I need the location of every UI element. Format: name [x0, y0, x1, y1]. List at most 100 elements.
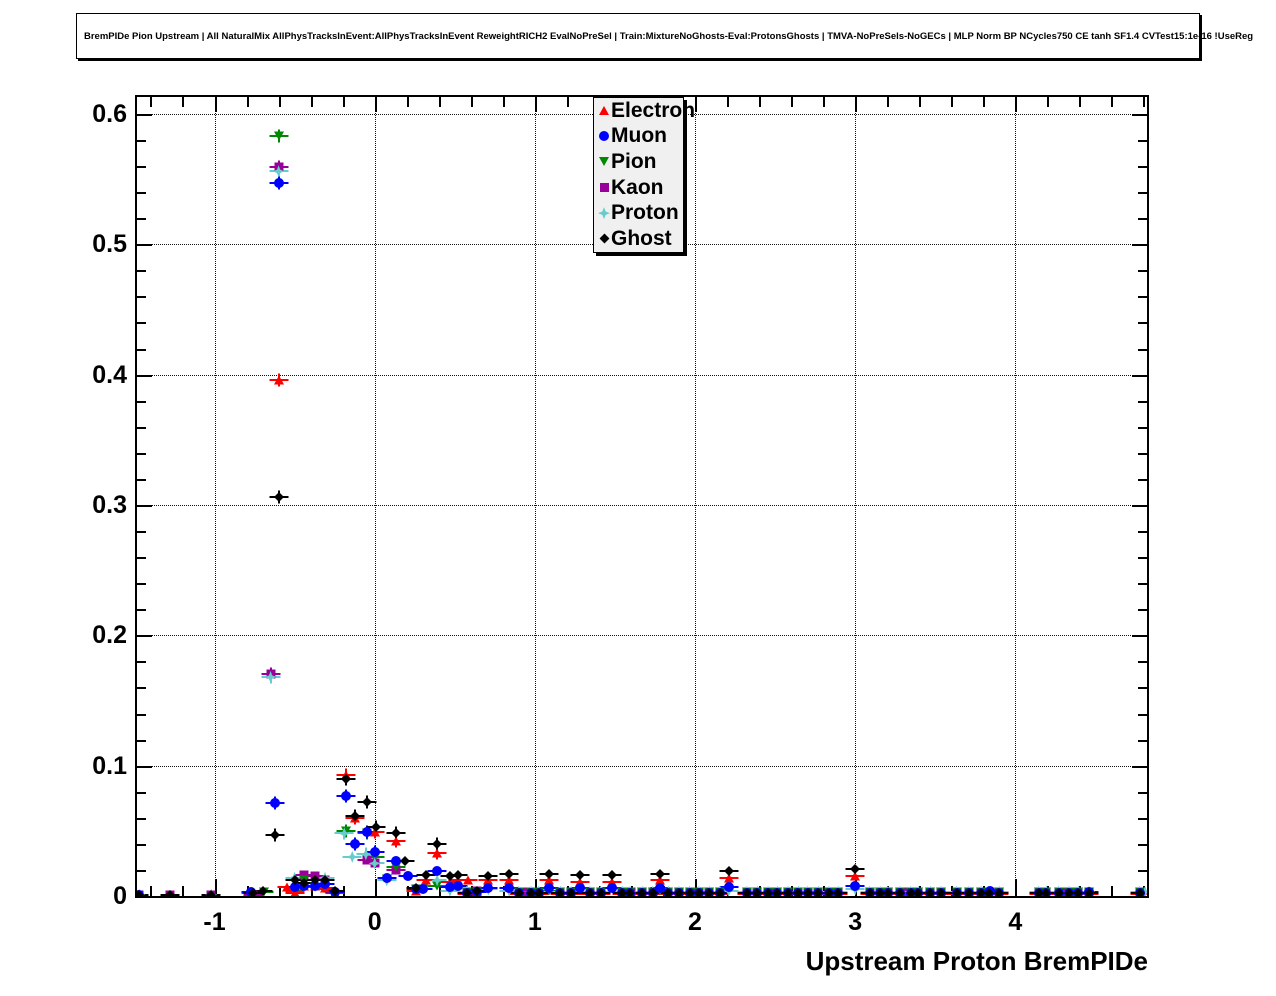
data-point-muon	[310, 880, 321, 891]
legend-entry: Ghost	[594, 226, 683, 252]
y-tick-right	[1138, 400, 1147, 403]
x-tick-top	[374, 97, 377, 112]
legend-marker-muon-icon	[597, 129, 611, 143]
y-tick-right	[1138, 348, 1147, 351]
gridline-vertical	[374, 97, 376, 896]
x-tick-top	[246, 97, 249, 107]
y-tick-right	[1132, 113, 1147, 116]
legend-label: Muon	[611, 124, 667, 148]
data-point-electron	[606, 877, 617, 887]
ghost-marker-icon	[599, 233, 609, 244]
x-tick-top	[791, 97, 794, 107]
y-tick-right	[1132, 374, 1147, 377]
gridline-vertical	[855, 97, 857, 896]
y-tick	[137, 192, 146, 195]
data-point-electron	[574, 877, 585, 887]
y-tick-label: 0	[113, 882, 127, 910]
y-tick-right	[1138, 843, 1147, 846]
gridline-vertical	[534, 97, 536, 896]
x-tick-top	[534, 97, 537, 112]
x-tick-top	[438, 97, 441, 107]
pion-marker-icon	[599, 157, 609, 167]
y-tick	[137, 557, 146, 560]
y-tick	[137, 869, 146, 872]
data-point-electron	[850, 871, 861, 881]
y-tick-label: 0.3	[92, 490, 127, 519]
x-tick	[1015, 879, 1018, 896]
legend-label: Ghost	[611, 226, 672, 250]
data-point-muon	[289, 881, 300, 892]
y-tick	[137, 635, 152, 638]
x-tick-label: 1	[527, 908, 542, 936]
x-tick-label: 0	[367, 908, 382, 936]
x-tick-top	[214, 97, 217, 112]
y-tick-label: 0.6	[92, 99, 127, 128]
y-tick	[137, 609, 146, 612]
data-point-electron	[391, 836, 402, 846]
muon-marker-icon	[599, 131, 609, 142]
legend-marker-electron-icon	[597, 104, 611, 118]
y-tick-right	[1138, 426, 1147, 429]
gridline-vertical	[695, 97, 696, 896]
x-tick	[278, 886, 281, 896]
data-point-muon	[452, 880, 463, 891]
x-tick-top	[342, 97, 345, 107]
y-tick-right	[1138, 713, 1147, 716]
data-point-muon	[273, 178, 284, 189]
x-tick-top	[1111, 97, 1114, 107]
data-point-muon	[361, 827, 372, 838]
data-point-muon	[391, 855, 402, 866]
x-tick-top	[1143, 97, 1146, 107]
x-tick-top	[951, 97, 954, 107]
y-tick-right	[1138, 791, 1147, 794]
data-point-electron	[444, 877, 455, 887]
x-tick	[214, 879, 217, 896]
x-tick-top	[727, 97, 730, 107]
x-tick-top	[855, 97, 858, 112]
x-axis-title: Upstream Proton BremPIDe	[805, 946, 1148, 976]
gridline-vertical	[1015, 97, 1017, 896]
x-tick-top	[983, 97, 986, 107]
y-tick	[137, 713, 146, 716]
y-tick-label: 0.4	[92, 360, 127, 389]
data-point-muon	[574, 883, 585, 894]
data-point-muon	[432, 866, 443, 877]
data-point-electron	[504, 875, 515, 885]
x-tick-label: 3	[848, 908, 863, 936]
y-tick	[137, 452, 146, 455]
data-point-electron	[273, 375, 284, 385]
legend-entry: Electron	[594, 98, 695, 124]
y-tick	[137, 531, 146, 534]
data-point-muon	[369, 846, 380, 857]
data-point-ghost	[273, 492, 284, 503]
y-tick	[137, 270, 146, 273]
y-tick	[137, 296, 146, 299]
y-tick-label: 0.5	[92, 230, 127, 259]
data-point-pion	[369, 852, 380, 862]
data-point-muon	[381, 872, 392, 883]
y-tick-right	[1138, 140, 1147, 142]
y-tick-right	[1132, 765, 1147, 768]
data-point-electron	[462, 875, 473, 885]
data-point-ghost	[361, 797, 372, 808]
y-tick	[137, 843, 146, 846]
data-point-muon	[340, 790, 351, 801]
y-tick	[137, 426, 146, 429]
y-tick-right	[1132, 504, 1147, 507]
plot-title: BremPIDe Pion Upstream | All NaturalMix …	[84, 30, 1254, 42]
x-tick-top	[887, 97, 890, 107]
legend-label: Kaon	[611, 175, 664, 199]
x-tick-top	[310, 97, 313, 107]
y-tick-label: 0.2	[92, 621, 127, 650]
legend-label: Pion	[611, 149, 657, 173]
data-point-electron	[289, 888, 300, 896]
x-tick	[150, 886, 153, 896]
x-tick-top	[278, 97, 281, 107]
gridline-vertical	[214, 97, 216, 896]
y-tick	[137, 504, 152, 507]
y-tick-right	[1138, 296, 1147, 299]
x-tick-top	[823, 97, 826, 107]
x-tick-top	[1015, 97, 1018, 112]
data-point-electron	[452, 875, 463, 885]
